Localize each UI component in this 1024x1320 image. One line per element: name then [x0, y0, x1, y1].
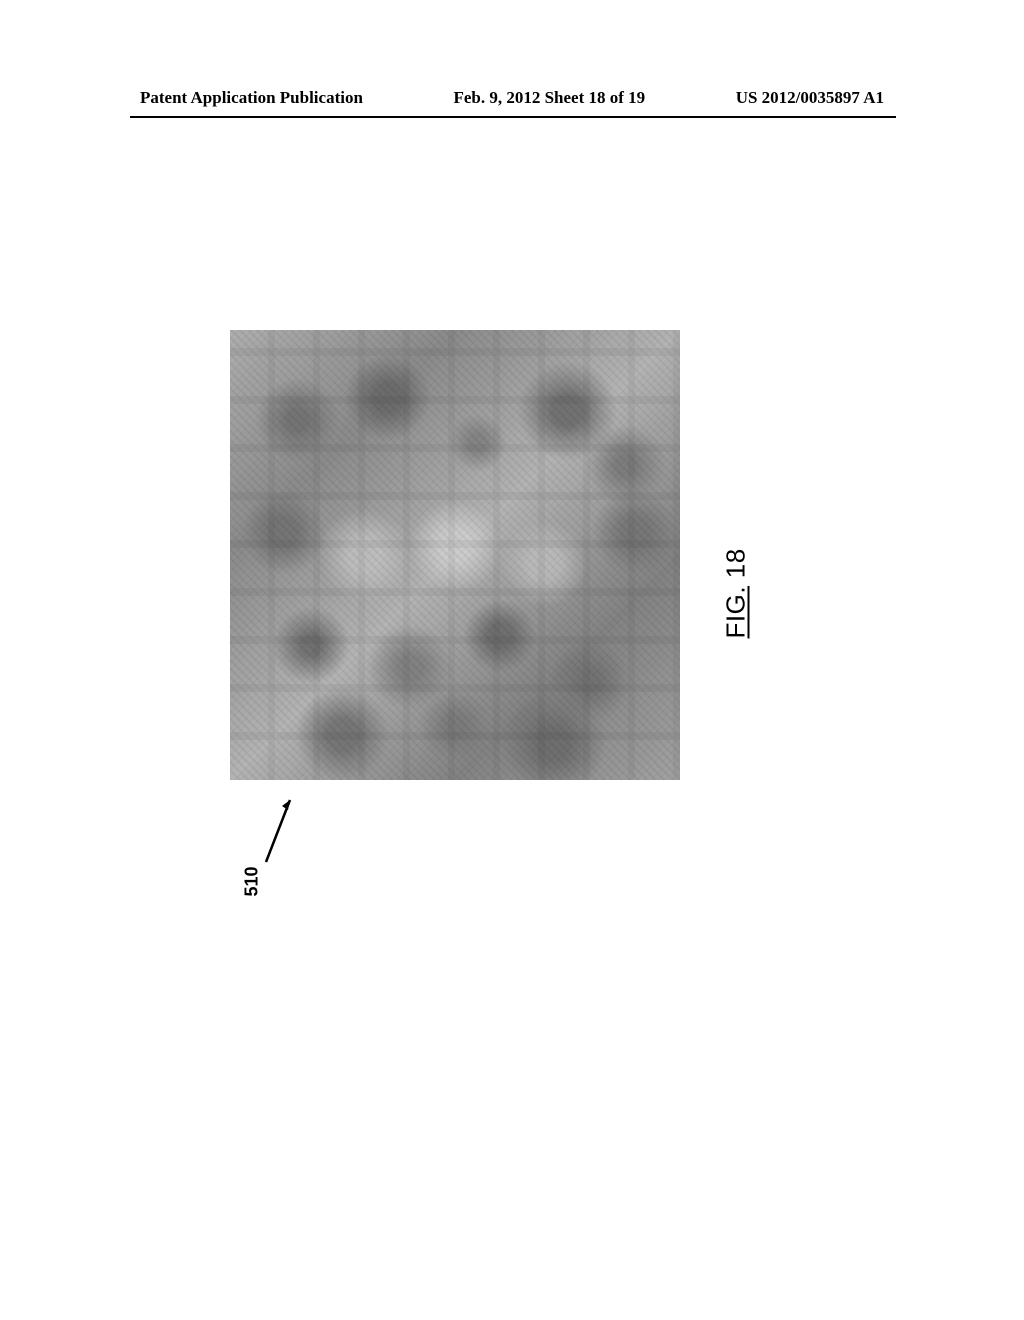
publication-number: US 2012/0035897 A1 — [736, 88, 884, 108]
figure-container — [230, 330, 680, 780]
reference-number: 510 — [242, 866, 263, 896]
figure-label: FIG. 18 — [721, 548, 752, 638]
date-sheet-info: Feb. 9, 2012 Sheet 18 of 19 — [453, 88, 645, 108]
reference-arrow — [258, 790, 298, 870]
header-divider-line — [130, 116, 896, 118]
figure-label-number: 18 — [721, 548, 751, 578]
aerial-image — [230, 330, 680, 780]
figure-label-prefix: FIG. — [721, 586, 751, 639]
patent-header: Patent Application Publication Feb. 9, 2… — [0, 88, 1024, 108]
publication-type: Patent Application Publication — [140, 88, 363, 108]
